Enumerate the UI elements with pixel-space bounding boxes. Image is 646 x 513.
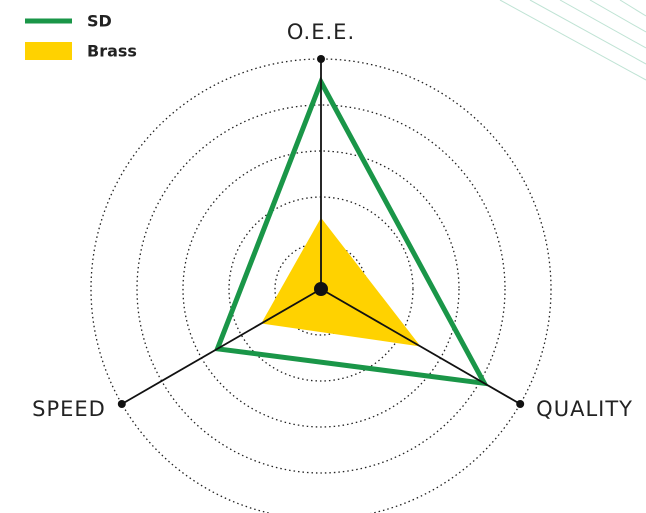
center-dot	[314, 282, 328, 296]
series-area	[261, 217, 421, 347]
legend-swatch	[25, 42, 72, 60]
legend-label: Brass	[87, 42, 137, 61]
series-line	[213, 76, 489, 387]
decoration	[499, 0, 646, 81]
axis-end	[117, 400, 126, 408]
grid-ring	[90, 58, 552, 513]
axis-label: O.E.E.	[287, 20, 355, 44]
axis-label: QUALITY	[536, 397, 633, 421]
legend-label: SD	[87, 12, 112, 31]
axis-label: SPEED	[32, 397, 106, 421]
axis-line	[320, 288, 521, 405]
axis-line	[121, 288, 322, 405]
grid-ring	[182, 150, 460, 428]
grid-ring	[136, 104, 506, 474]
axis-end	[317, 55, 325, 63]
axis-end	[516, 400, 525, 408]
